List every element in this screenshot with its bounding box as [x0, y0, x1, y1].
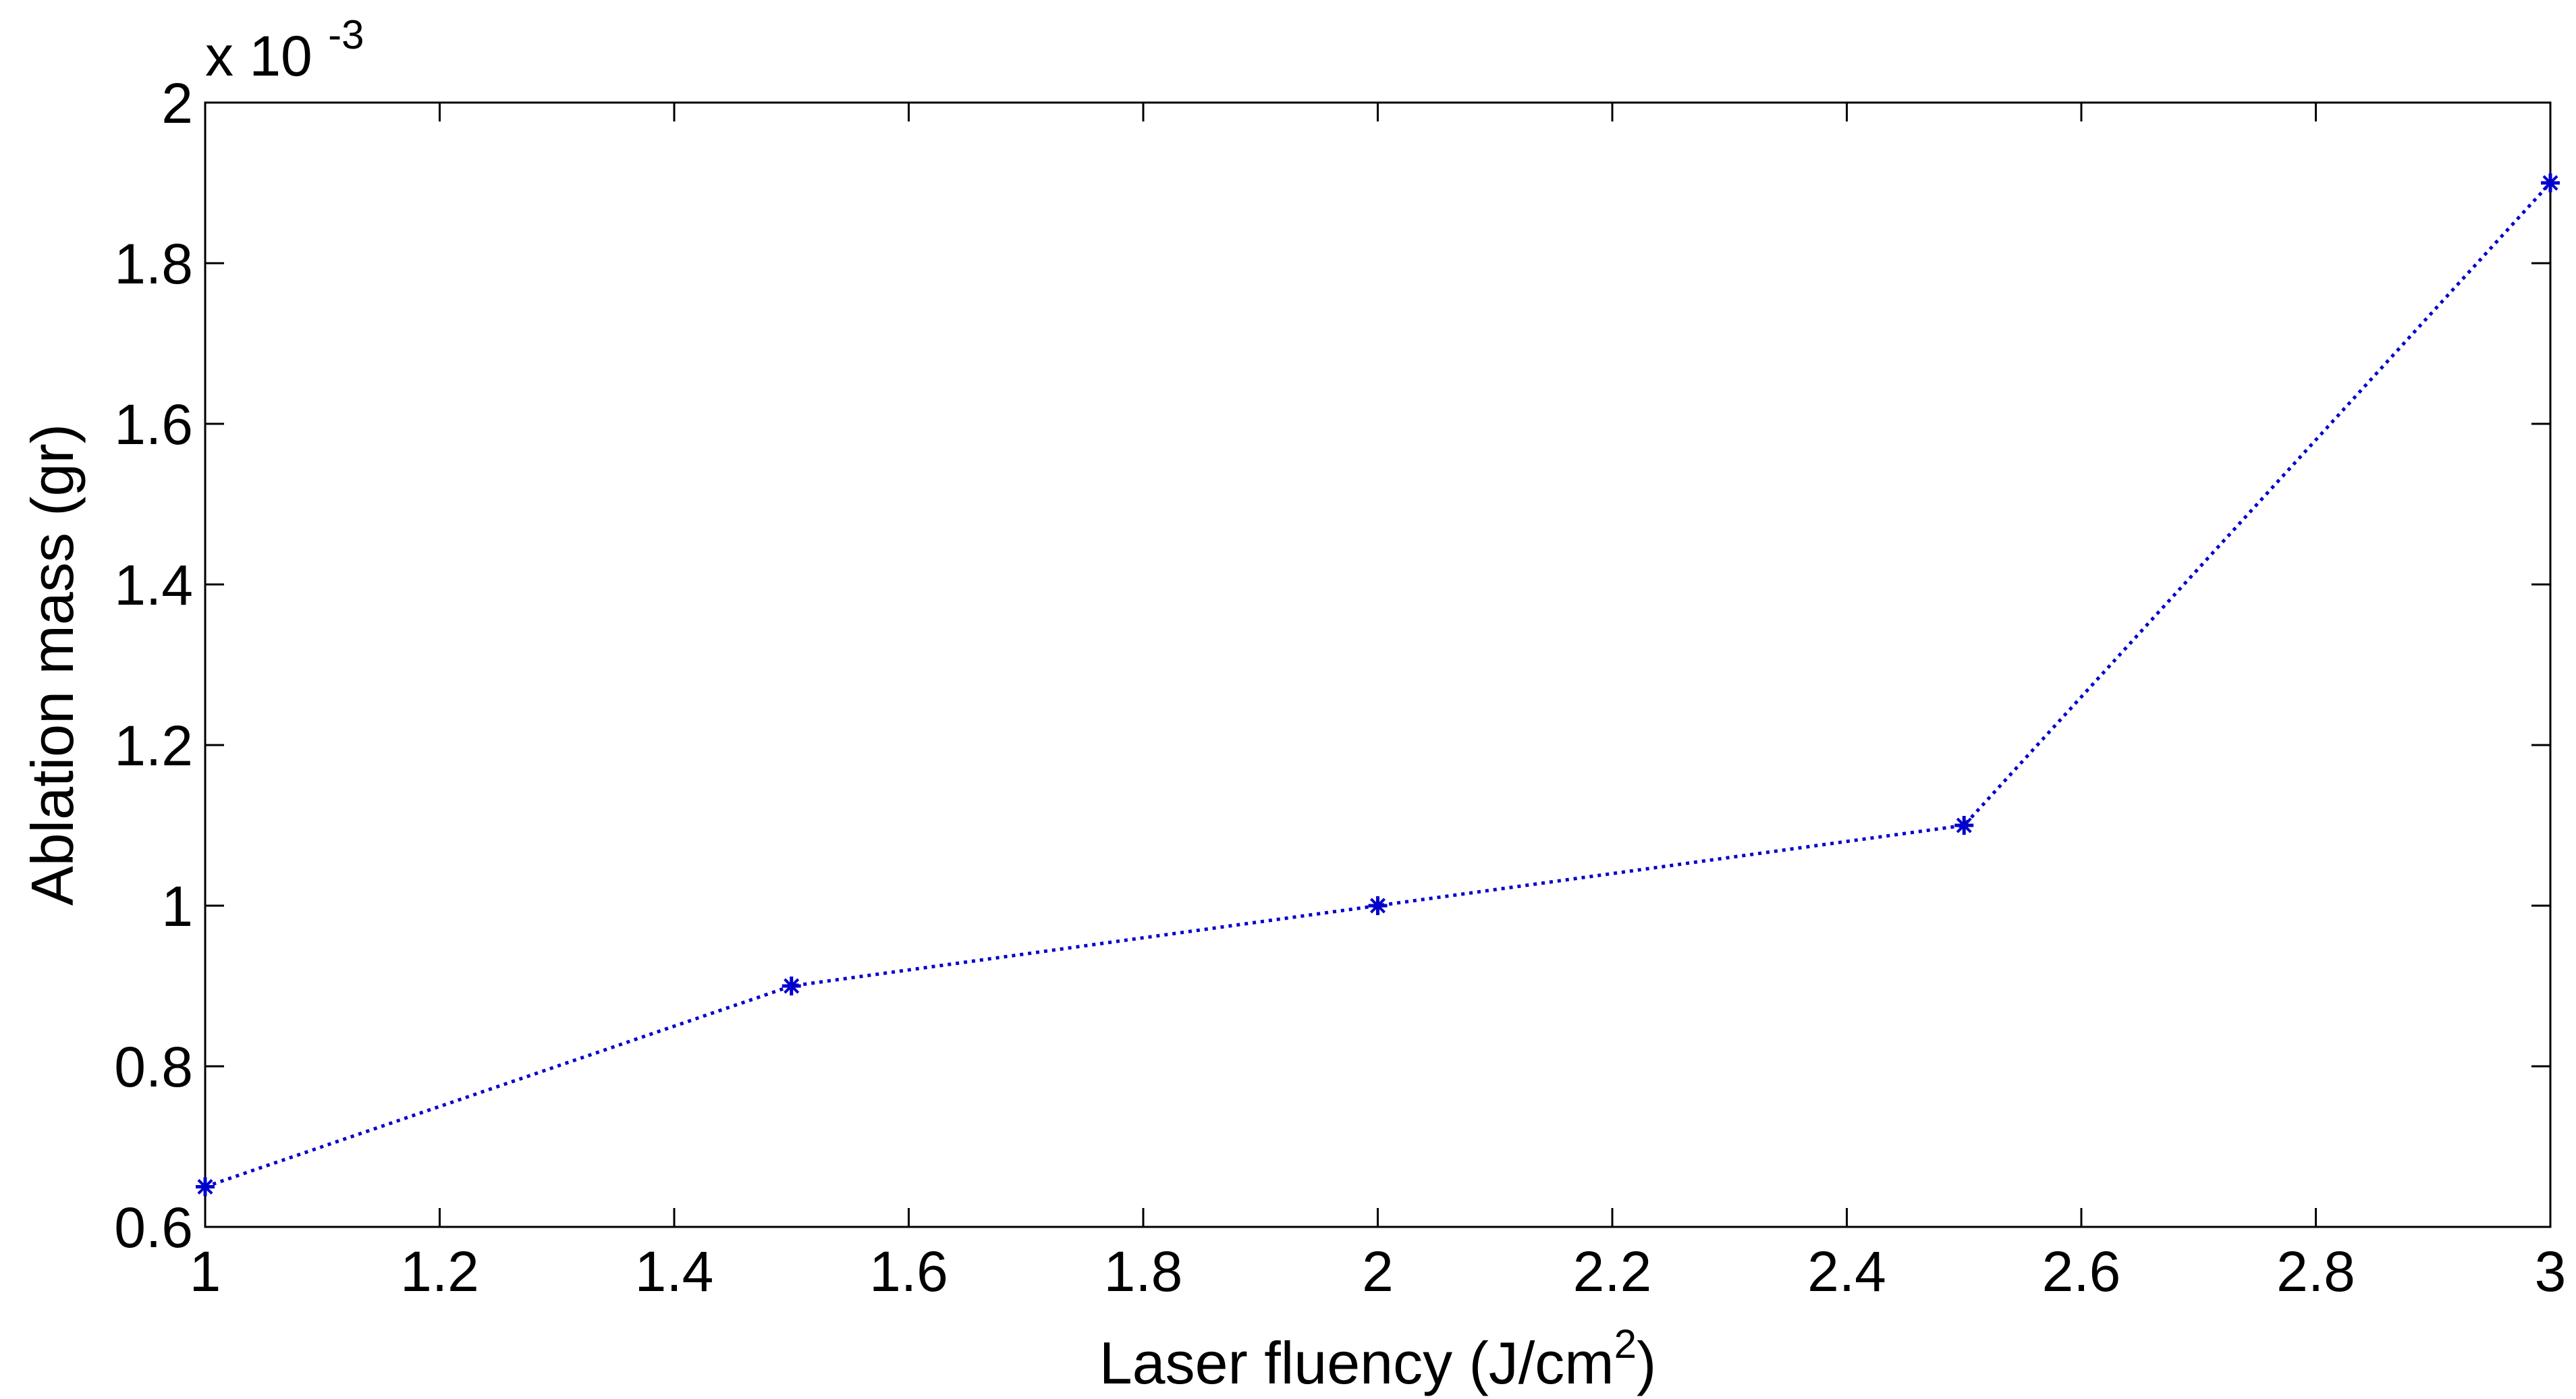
plot-area [204, 101, 2552, 1228]
x-axis-label-text: Laser fluency (J/cm [1099, 1329, 1614, 1396]
y-axis-exponent-power: -3 [328, 12, 364, 57]
x-tick-label: 1.6 [869, 1240, 948, 1303]
y-tick-label: 1.8 [114, 232, 193, 296]
y-tick-label: 1.2 [114, 714, 193, 777]
marker-stroke-d2 [1370, 898, 1386, 914]
x-tick-label: 1.2 [400, 1240, 479, 1303]
label-layer: 1 1.2 1.4 1.6 1.8 2 2.2 2.4 2.6 2.8 3 0.6 0.8 1 1.2 1.4… [114, 72, 2566, 1303]
marker-stroke-d2 [2542, 175, 2558, 191]
data-point-marker [1954, 816, 1974, 835]
x-tick-label: 2.8 [2276, 1240, 2355, 1303]
x-tick-label: 1.8 [1104, 1240, 1183, 1303]
y-tick-label: 1.4 [114, 553, 193, 617]
y-axis-exponent: x 10 -3 [205, 12, 364, 88]
x-tick-label: 1.4 [635, 1240, 714, 1303]
tick-layer [204, 101, 2552, 1228]
x-tick-label: 2.4 [1807, 1240, 1886, 1303]
x-axis-label-suffix: ) [1637, 1329, 1656, 1396]
marker-stroke-d2 [784, 978, 800, 994]
x-axis-label: Laser fluency (J/cm2) [1099, 1321, 1657, 1396]
series-line [204, 182, 2552, 1188]
x-tick-label: 2 [1362, 1240, 1394, 1303]
axes-box [204, 101, 2552, 1228]
y-tick-label: 0.8 [114, 1035, 193, 1099]
marker-stroke-d2 [1956, 817, 1972, 833]
x-axis-label-superscript: 2 [1614, 1321, 1637, 1367]
series-layer [196, 173, 2560, 1197]
y-axis-exponent-base: x 10 [205, 24, 312, 88]
x-tick-label: 2.6 [2042, 1240, 2121, 1303]
y-tick-label: 2 [161, 72, 193, 135]
data-point-marker [196, 1177, 215, 1197]
x-tick-label: 1 [190, 1240, 221, 1303]
y-tick-label: 1 [161, 875, 193, 938]
data-point-marker [2541, 173, 2560, 192]
y-axis-label: Ablation mass (gr) [19, 424, 86, 906]
data-point-marker [1368, 896, 1388, 915]
y-tick-label: 0.6 [114, 1196, 193, 1259]
x-tick-label: 3 [2535, 1240, 2567, 1303]
marker-stroke-d2 [197, 1179, 213, 1195]
x-tick-label: 2.2 [1573, 1240, 1652, 1303]
data-point-marker [782, 977, 801, 995]
y-tick-label: 1.6 [114, 393, 193, 456]
